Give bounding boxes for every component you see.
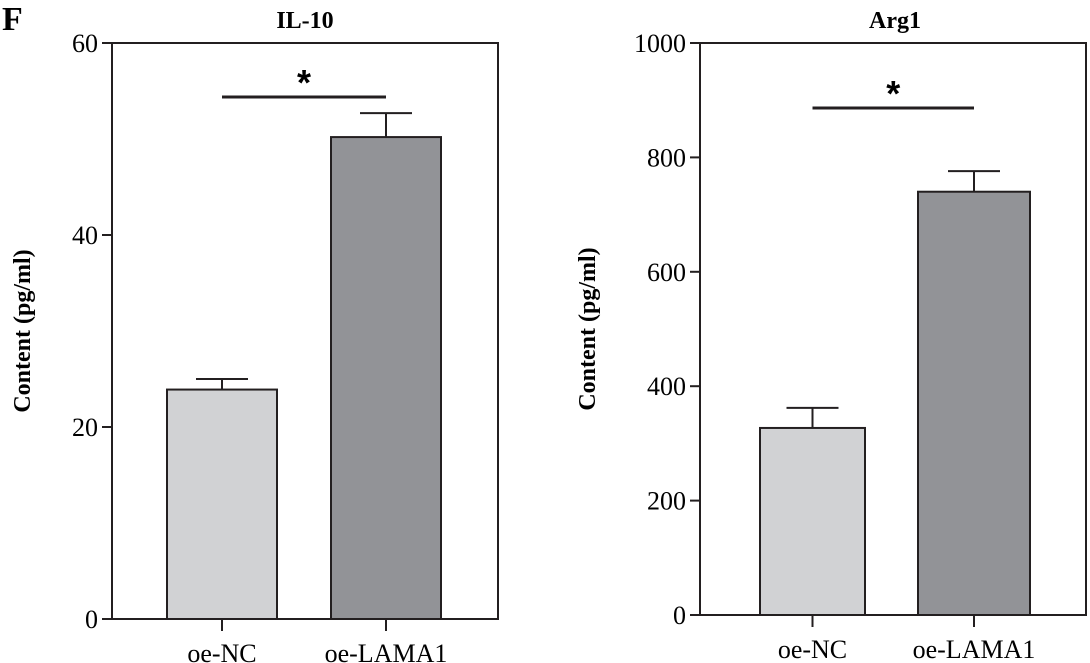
bar-oe-NC — [166, 388, 278, 620]
significance-star: * — [297, 62, 311, 103]
significance-star: * — [886, 73, 900, 114]
y-tick-label: 40 — [72, 221, 98, 250]
y-tick-label: 1000 — [634, 29, 686, 58]
bar-oe-LAMA1 — [330, 136, 442, 621]
y-axis-label: Content (pg/ml) — [10, 249, 36, 412]
x-tick-label: oe-NC — [778, 635, 847, 663]
plot-frame — [111, 42, 499, 620]
bar-oe-LAMA1 — [917, 190, 1031, 616]
y-tick-label: 0 — [85, 605, 98, 634]
x-tick-label: oe-LAMA1 — [325, 639, 448, 663]
y-tick-label: 600 — [647, 258, 686, 287]
chart-title: Arg1 — [869, 8, 921, 34]
chart-title: IL-10 — [276, 8, 333, 34]
plot-frame — [699, 42, 1087, 616]
y-axis-label: Content (pg/ml) — [575, 247, 601, 410]
y-tick-label: 20 — [72, 413, 98, 442]
x-tick-label: oe-LAMA1 — [913, 635, 1036, 663]
y-tick-label: 400 — [647, 372, 686, 401]
y-tick-label: 0 — [673, 601, 686, 630]
x-tick-label: oe-NC — [187, 639, 256, 663]
y-tick-label: 60 — [72, 29, 98, 58]
y-tick-label: 800 — [647, 143, 686, 172]
bar-oe-NC — [759, 426, 866, 616]
panel-label: F — [2, 1, 23, 38]
y-tick-label: 200 — [647, 487, 686, 516]
